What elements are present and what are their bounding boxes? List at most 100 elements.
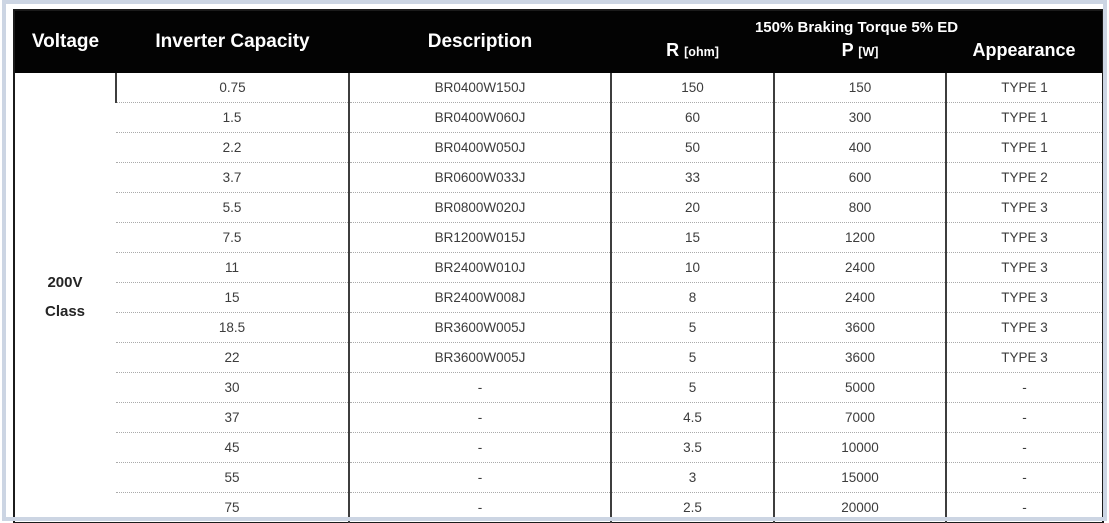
header-description: Description [349, 10, 611, 73]
table-row: 5.5 BR0800W020J 20 800 TYPE 3 [14, 192, 1104, 223]
table-row: 15 BR2400W008J 8 2400 TYPE 3 [14, 282, 1104, 313]
cell-r-ohm: 10 [610, 252, 774, 283]
table-row: 45-3.5 10000- [14, 432, 1104, 463]
cell-r-ohm: 8 [610, 282, 774, 313]
cell-p-w: 20000 [773, 492, 946, 523]
header-row-top: Voltage Inverter Capacity Description 15… [14, 10, 1104, 73]
cell-inverter-capacity: 2.2 [116, 132, 349, 163]
header-appearance: Appearance [946, 39, 1104, 73]
cell-description: BR3600W005J [348, 342, 611, 373]
header-r-ohm: R [ohm] [611, 39, 774, 73]
cell-r-ohm: 2.5 [610, 492, 774, 523]
cell-appearance: - [944, 462, 1104, 493]
cell-inverter-capacity: 15 [116, 282, 349, 313]
cell-p-w: 150 [773, 73, 946, 103]
cell-appearance: TYPE 1 [944, 73, 1104, 103]
cell-appearance: TYPE 1 [944, 102, 1104, 133]
cell-p-w: 3600 [773, 342, 946, 373]
table-row: 18.5 BR3600W005J 5 3600 TYPE 3 [14, 312, 1104, 343]
cell-p-w: 3600 [773, 312, 946, 343]
table-row: 75-2.5 20000- [14, 492, 1104, 523]
cell-p-w: 2400 [773, 252, 946, 283]
table-row: 3.7 BR0600W033J 33 600 TYPE 2 [14, 162, 1104, 193]
header-voltage: Voltage [14, 10, 116, 73]
cell-p-w: 300 [773, 102, 946, 133]
cell-p-w: 7000 [773, 402, 946, 433]
braking-resistor-spec-table: Voltage Inverter Capacity Description 15… [13, 9, 1105, 523]
cell-inverter-capacity: 0.75 [115, 73, 349, 103]
header-p-w: P [W] [774, 39, 946, 73]
cell-description: BR2400W008J [348, 282, 611, 313]
cell-appearance: TYPE 3 [944, 312, 1104, 343]
cell-inverter-capacity: 75 [116, 492, 349, 523]
table-row: 37-4.5 7000- [14, 402, 1104, 433]
cell-appearance: - [944, 492, 1104, 523]
cell-p-w: 5000 [773, 372, 946, 403]
cell-p-w: 2400 [773, 282, 946, 313]
cell-p-w: 400 [773, 132, 946, 163]
cell-inverter-capacity: 5.5 [116, 192, 349, 223]
header-p-main: P [841, 40, 854, 60]
cell-p-w: 15000 [773, 462, 946, 493]
header-inverter-capacity: Inverter Capacity [116, 10, 349, 73]
cell-r-ohm: 50 [610, 132, 774, 163]
table-row: 2.2 BR0400W050J 50 400 TYPE 1 [14, 132, 1104, 163]
cell-inverter-capacity: 22 [116, 342, 349, 373]
cell-appearance: - [944, 402, 1104, 433]
cell-inverter-capacity: 7.5 [116, 222, 349, 253]
cell-description: BR1200W015J [348, 222, 611, 253]
table-row: 7.5 BR1200W015J 15 1200 TYPE 3 [14, 222, 1104, 253]
cell-appearance: TYPE 3 [944, 342, 1104, 373]
cell-appearance: TYPE 3 [944, 222, 1104, 253]
cell-r-ohm: 5 [610, 312, 774, 343]
cell-r-ohm: 5 [610, 342, 774, 373]
header-r-main: R [666, 40, 680, 60]
table-row: 200V Class 0.75 BR0400W150J 150 150 TYPE 1 [14, 73, 1104, 523]
cell-p-w: 600 [773, 162, 946, 193]
cell-description: - [348, 372, 611, 403]
cell-r-ohm: 20 [610, 192, 774, 223]
cell-r-ohm: 15 [610, 222, 774, 253]
header-r-unit: [ohm] [684, 45, 719, 59]
cell-p-w: 800 [773, 192, 946, 223]
cell-r-ohm: 33 [610, 162, 774, 193]
cell-appearance: TYPE 1 [944, 132, 1104, 163]
voltage-class-cell: 200V Class [14, 73, 116, 523]
cell-inverter-capacity: 3.7 [116, 162, 349, 193]
cell-description: BR0600W033J [348, 162, 611, 193]
cell-description: BR3600W005J [348, 312, 611, 343]
cell-p-w: 1200 [773, 222, 946, 253]
cell-description: BR0400W060J [348, 102, 611, 133]
cell-r-ohm: 5 [610, 372, 774, 403]
cell-r-ohm: 3 [610, 462, 774, 493]
table-row: 11 BR2400W010J 10 2400 TYPE 3 [14, 252, 1104, 283]
cell-r-ohm: 3.5 [610, 432, 774, 463]
header-p-unit: [W] [858, 45, 879, 59]
cell-appearance: TYPE 3 [944, 252, 1104, 283]
cell-appearance: TYPE 3 [944, 192, 1104, 223]
table-row: 1.5 BR0400W060J 60 300 TYPE 1 [14, 102, 1104, 133]
cell-r-ohm: 60 [610, 102, 774, 133]
cell-appearance: - [944, 432, 1104, 463]
cell-description: - [348, 402, 611, 433]
cell-inverter-capacity: 45 [116, 432, 349, 463]
table-row: 30-5 5000- [14, 372, 1104, 403]
cell-r-ohm: 4.5 [610, 402, 774, 433]
voltage-class-line2: Class [44, 302, 86, 320]
table-row: 55-3 15000- [14, 462, 1104, 493]
cell-description: BR0400W050J [348, 132, 611, 163]
cell-inverter-capacity: 18.5 [116, 312, 349, 343]
cell-inverter-capacity: 11 [116, 252, 349, 283]
cell-appearance: TYPE 3 [944, 282, 1104, 313]
cell-description: - [348, 492, 611, 523]
cell-p-w: 10000 [773, 432, 946, 463]
cell-inverter-capacity: 1.5 [116, 102, 349, 133]
header-row-bottom: R [ohm] P [W] Appearance [14, 39, 1104, 73]
cell-description: BR0800W020J [348, 192, 611, 223]
cell-r-ohm: 150 [610, 73, 774, 103]
cell-appearance: - [944, 372, 1104, 403]
cell-description: BR0400W150J [348, 73, 611, 103]
cell-inverter-capacity: 37 [116, 402, 349, 433]
voltage-class-line1: 200V [47, 274, 83, 291]
